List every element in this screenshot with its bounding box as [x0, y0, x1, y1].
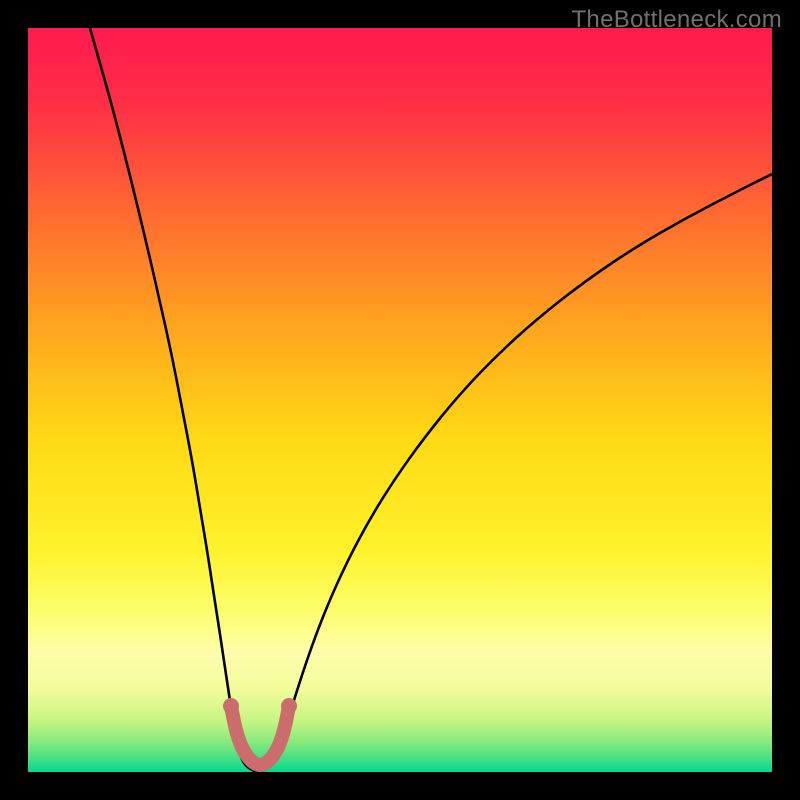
plot-area: [28, 28, 772, 772]
chart-frame: TheBottleneck.com: [0, 0, 800, 800]
chart-background: [28, 28, 772, 772]
valley-marker-endcap-right: [281, 698, 297, 714]
valley-marker-endcap-left: [223, 698, 239, 714]
bottleneck-chart: [28, 28, 772, 772]
